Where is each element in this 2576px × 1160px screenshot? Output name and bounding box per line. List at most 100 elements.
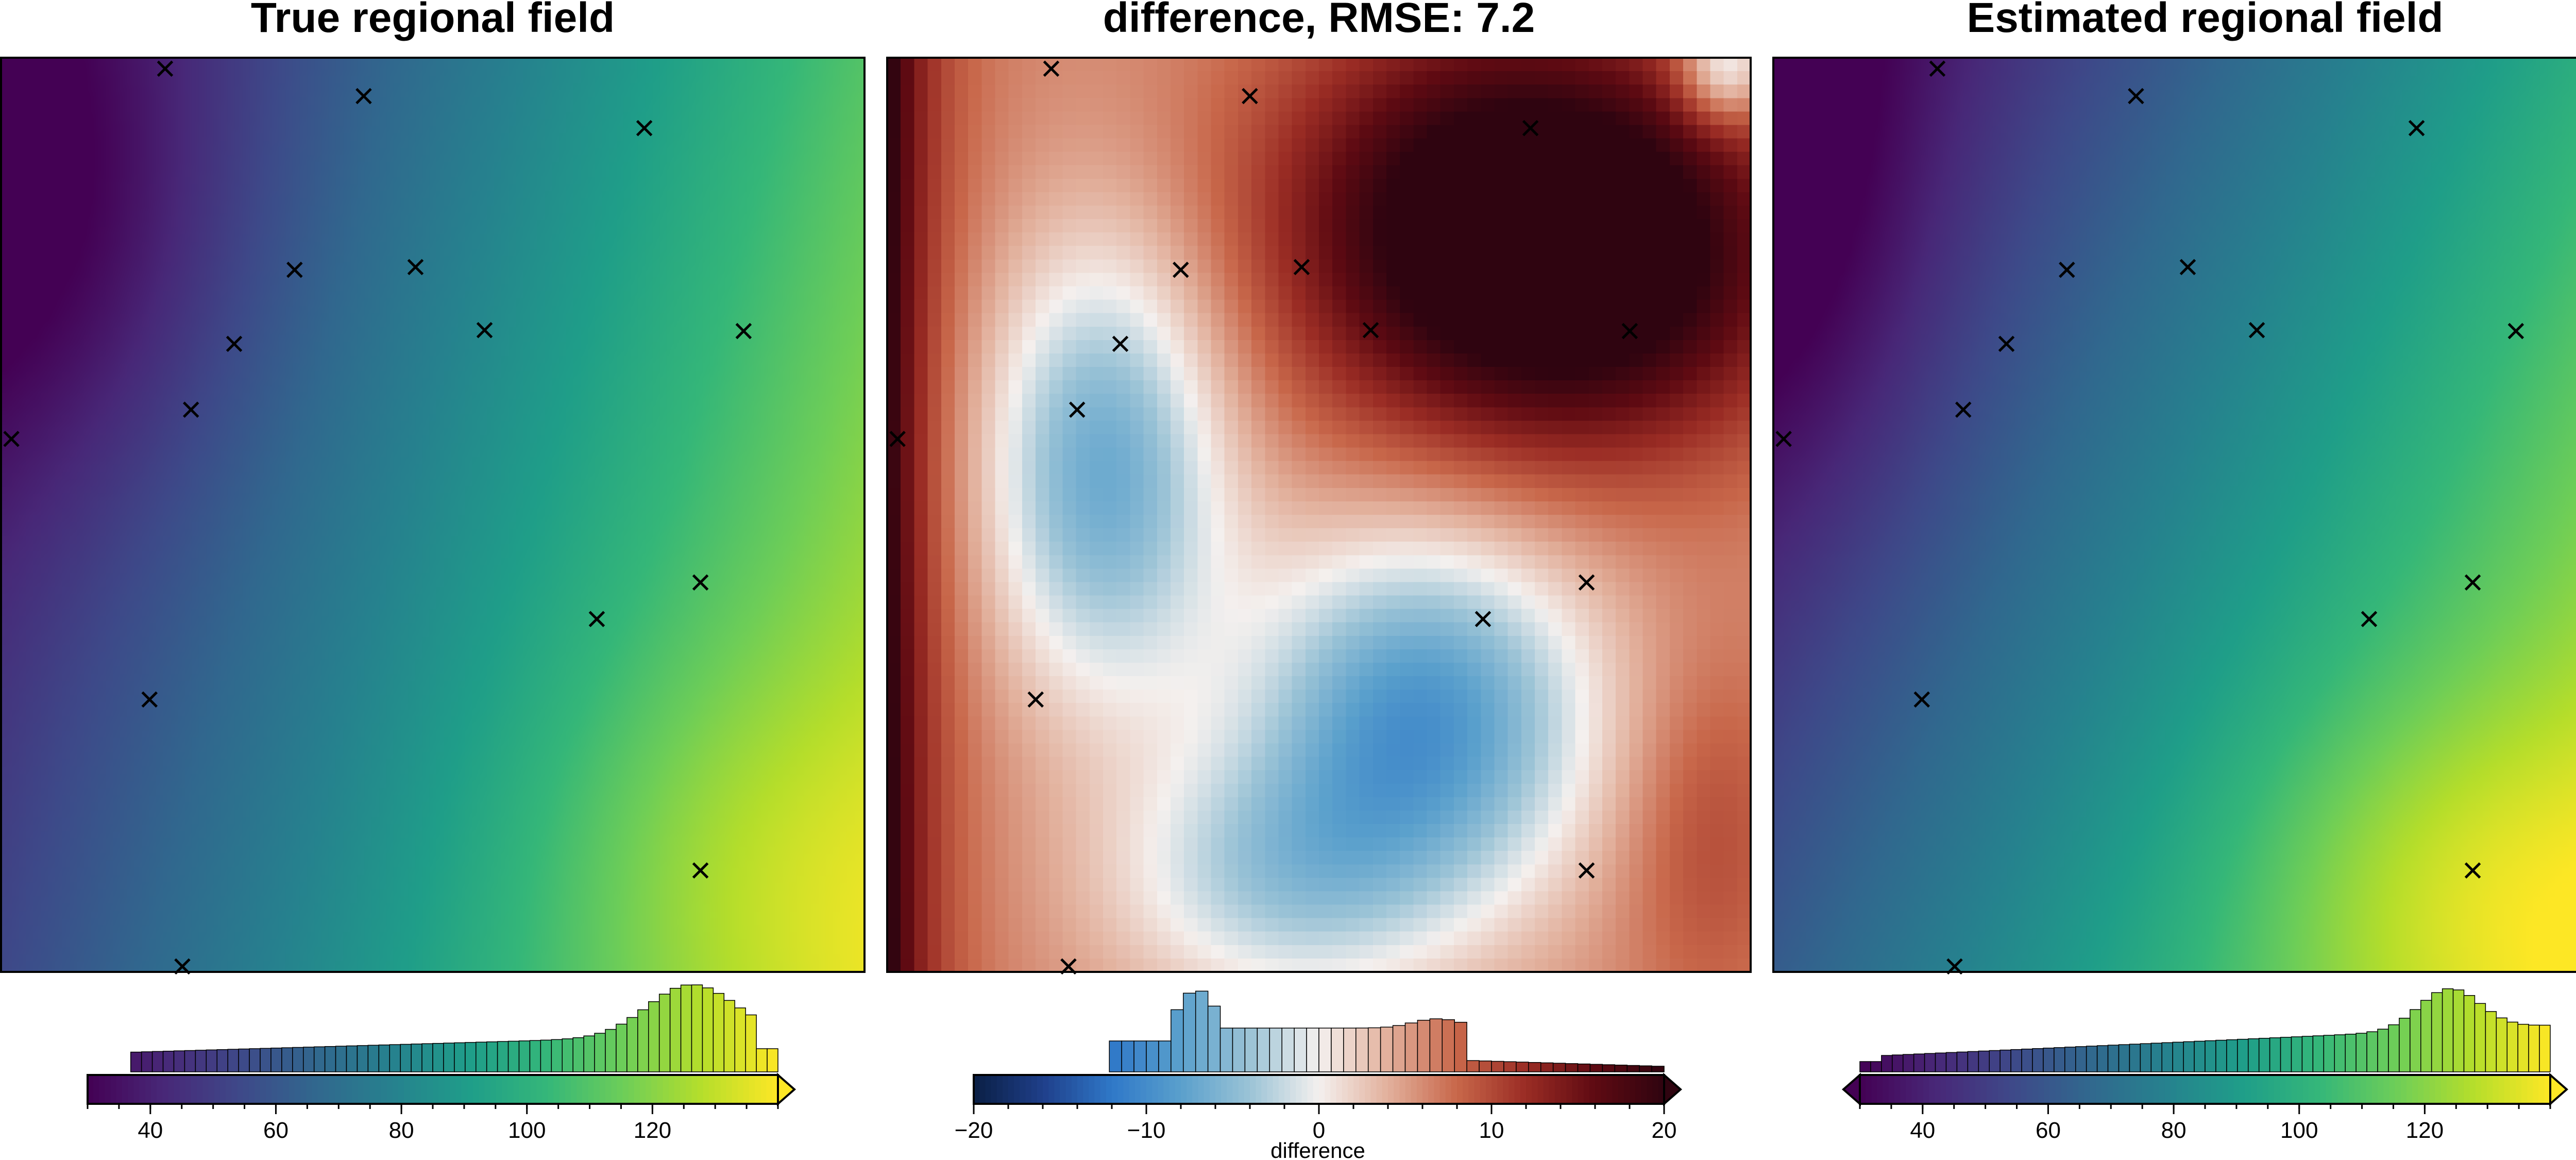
colorbar-swatch xyxy=(1877,1075,1884,1104)
colorbar-swatch xyxy=(2383,1075,2390,1104)
colorbar-swatch xyxy=(496,1075,502,1104)
colorbar-tick-label: 0 xyxy=(1313,1118,1325,1143)
colorbar-swatch xyxy=(991,1075,997,1104)
constraint-point-marker xyxy=(1475,611,1492,628)
panel-difference: difference, RMSE: 7.2 −20 −10 0 10 20 differ… xyxy=(886,0,1752,1160)
colorbar-swatch xyxy=(1215,1075,1222,1104)
colorbar-swatch xyxy=(116,1075,123,1104)
colorbar-swatch xyxy=(1394,1075,1400,1104)
colorbar-swatch xyxy=(559,1075,566,1104)
histogram-bar xyxy=(1429,1018,1443,1072)
colorbar-swatch xyxy=(1618,1075,1624,1104)
colorbar-swatch xyxy=(2021,1075,2027,1104)
constraint-point-marker xyxy=(3,430,20,447)
histogram-bar xyxy=(2064,1047,2076,1072)
colorbar-swatch xyxy=(1883,1075,1889,1104)
colorbar-swatch xyxy=(1359,1075,1366,1104)
colorbar-tick-label: 10 xyxy=(1479,1118,1504,1143)
colorbar-swatch xyxy=(1411,1075,1417,1104)
colorbar-swatch xyxy=(1106,1075,1112,1104)
colorbar-swatch xyxy=(1071,1075,1078,1104)
colorbar-swatch xyxy=(150,1075,157,1104)
colorbar-swatch xyxy=(1647,1075,1653,1104)
colorbar-swatch xyxy=(1860,1075,1866,1104)
colorbar-swatch xyxy=(2331,1075,2338,1104)
histogram-bar xyxy=(141,1051,153,1072)
colorbar-tick-label: 120 xyxy=(2406,1118,2444,1143)
histogram-bar xyxy=(518,1040,531,1072)
colorbar-swatch xyxy=(1163,1075,1170,1104)
histogram-bar xyxy=(184,1050,196,1072)
heatmap-true-regional xyxy=(1,58,865,972)
histogram-bar xyxy=(1892,1054,1904,1072)
colorbar-swatch xyxy=(1325,1075,1331,1104)
colorbar-swatch xyxy=(1906,1075,1912,1104)
colorbar-swatch xyxy=(2032,1075,2039,1104)
colorbar-swatch xyxy=(2188,1075,2194,1104)
constraint-point-marker xyxy=(2179,259,2196,276)
colorbar-swatch xyxy=(2418,1075,2425,1104)
histogram-bar xyxy=(1528,1062,1541,1072)
constraint-point-marker xyxy=(2464,862,2481,879)
colorbar-true: 40 60 80 100 120 xyxy=(87,984,796,1143)
colorbar-swatch xyxy=(2211,1075,2217,1104)
colorbar-swatch xyxy=(1514,1075,1521,1104)
colorbar-swatch xyxy=(254,1075,261,1104)
constraint-point-marker xyxy=(1913,691,1930,708)
colorbar-swatch xyxy=(1146,1075,1153,1104)
histogram-bar xyxy=(756,1048,768,1072)
colorbar-swatch xyxy=(2049,1075,2056,1104)
colorbar-swatch xyxy=(1952,1075,1958,1104)
colorbar-swatch xyxy=(2314,1075,2321,1104)
constraint-point-marker xyxy=(1929,60,1946,77)
heatmap-estimated-regional xyxy=(1773,58,2576,972)
constraint-point-marker xyxy=(1043,60,1060,77)
histogram-bar xyxy=(2496,1017,2507,1072)
histogram-bar xyxy=(2312,1035,2325,1072)
colorbar-swatch xyxy=(467,1075,473,1104)
colorbar-swatch xyxy=(1296,1075,1302,1104)
histogram-bar xyxy=(1392,1025,1406,1072)
colorbar-swatch xyxy=(1313,1075,1319,1104)
histogram-bar xyxy=(421,1043,433,1072)
colorbar-swatch xyxy=(139,1075,146,1104)
colorbar-swatch xyxy=(726,1075,733,1104)
colorbar-swatch xyxy=(2326,1075,2332,1104)
colorbar-extend-max xyxy=(1663,1072,1683,1106)
colorbar-swatch xyxy=(577,1075,583,1104)
histogram-bar xyxy=(1859,1061,1871,1072)
histogram-bar xyxy=(1183,993,1196,1072)
colorbar-swatch xyxy=(2291,1075,2298,1104)
colorbar-swatch xyxy=(617,1075,623,1104)
colorbar-swatch xyxy=(709,1075,715,1104)
histogram-bar xyxy=(1602,1064,1616,1072)
colorbar-swatch xyxy=(2360,1075,2367,1104)
colorbar-swatch xyxy=(2090,1075,2096,1104)
colorbar-swatch xyxy=(2119,1075,2125,1104)
colorbar-swatch xyxy=(1871,1075,1878,1104)
histogram-bar xyxy=(680,984,692,1072)
histogram-bar xyxy=(2205,1040,2216,1072)
colorbar-swatch xyxy=(1888,1075,1895,1104)
colorbar-swatch xyxy=(1301,1075,1308,1104)
colorbar-swatch xyxy=(1554,1075,1561,1104)
histogram-bar xyxy=(767,1048,778,1072)
histogram-bar xyxy=(1503,1061,1517,1072)
histogram-bar xyxy=(1577,1063,1591,1072)
colorbar-swatch xyxy=(1900,1075,1907,1104)
colorbar-swatch xyxy=(133,1075,140,1104)
constraint-point-marker xyxy=(692,862,709,879)
colorbar-swatch xyxy=(1601,1075,1607,1104)
histogram-bar xyxy=(1870,1061,1882,1072)
histogram-bar xyxy=(2010,1049,2022,1072)
colorbar-swatch xyxy=(162,1075,169,1104)
histogram-bar xyxy=(1257,1028,1270,1072)
colorbar-swatch xyxy=(1365,1075,1371,1104)
histogram-bar xyxy=(2442,988,2454,1072)
colorbar-swatch xyxy=(2309,1075,2315,1104)
histogram-bar xyxy=(2248,1038,2260,1072)
histogram-bar xyxy=(270,1047,282,1072)
colorbar-swatch xyxy=(1503,1075,1510,1104)
colorbar-tick-label: 60 xyxy=(263,1118,289,1143)
